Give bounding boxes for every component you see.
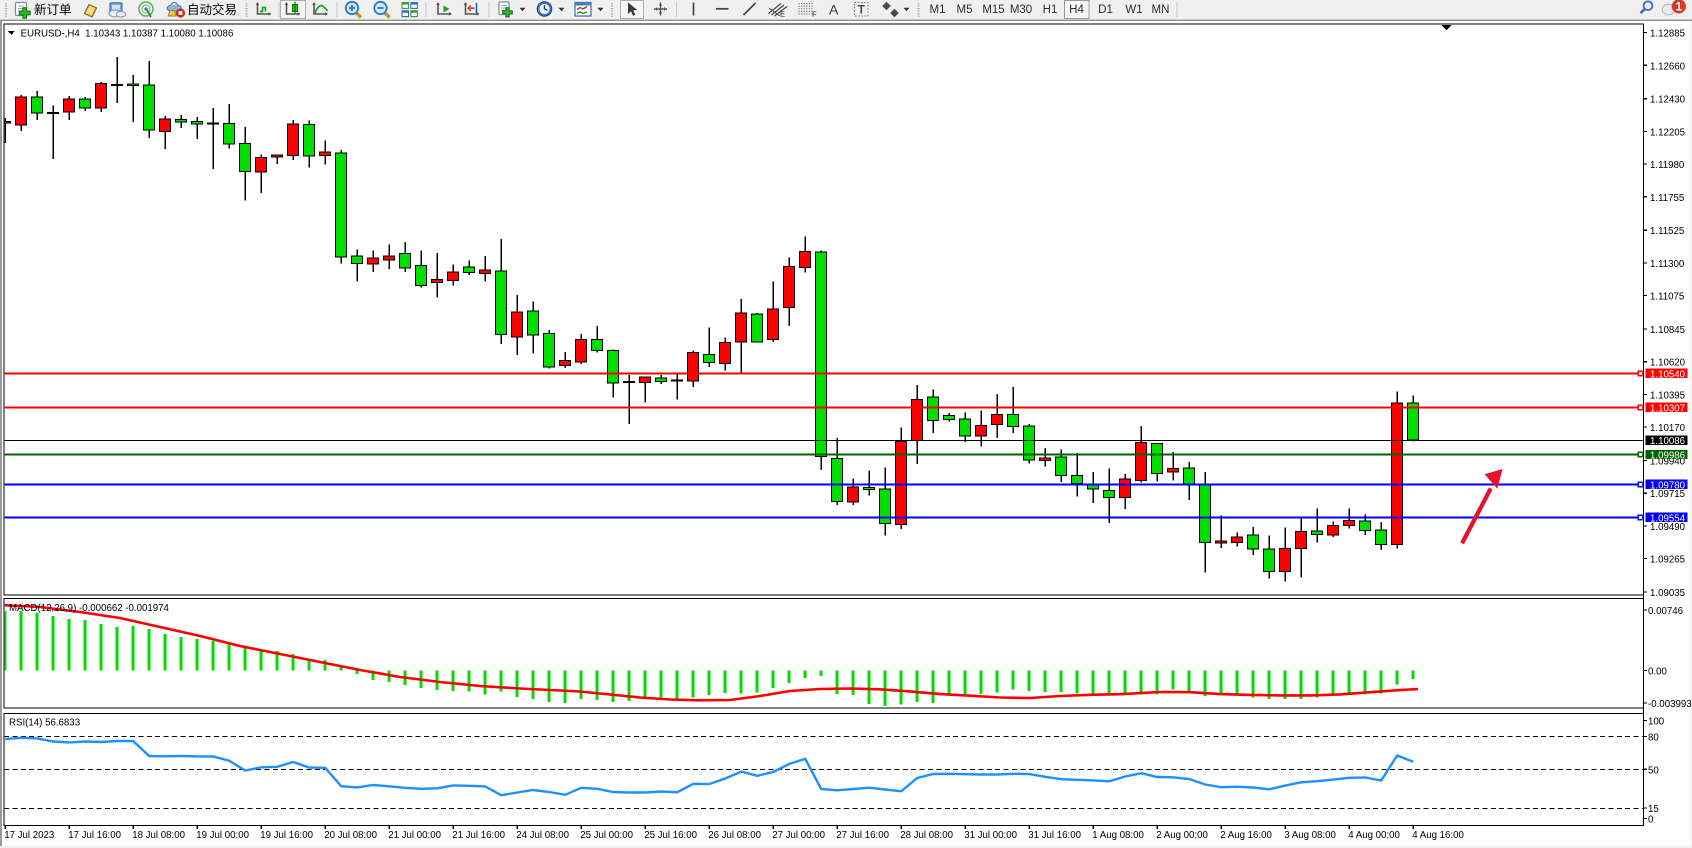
svg-text:MN: MN [1152,4,1170,16]
svg-text:1.12885: 1.12885 [1650,29,1685,40]
svg-text:1.11980: 1.11980 [1650,160,1685,171]
svg-text:H4: H4 [1069,4,1084,16]
svg-text:28 Jul 08:00: 28 Jul 08:00 [900,830,953,841]
svg-text:15: 15 [1648,804,1659,815]
svg-text:1.10395: 1.10395 [1650,390,1685,401]
svg-text:1.12430: 1.12430 [1650,95,1686,106]
svg-text:25 Jul 16:00: 25 Jul 16:00 [644,830,697,841]
svg-text:20 Jul 08:00: 20 Jul 08:00 [324,830,377,841]
svg-text:F: F [812,10,817,19]
svg-text:1 Aug 08:00: 1 Aug 08:00 [1092,830,1144,841]
svg-text:1.11525: 1.11525 [1650,226,1684,237]
svg-text:M15: M15 [982,4,1004,16]
svg-text:1.11300: 1.11300 [1650,259,1685,270]
svg-text:17 Jul 16:00: 17 Jul 16:00 [68,830,121,841]
svg-text:1.09265: 1.09265 [1650,555,1685,566]
svg-text:1.10170: 1.10170 [1650,423,1686,434]
svg-text:1.12660: 1.12660 [1650,61,1686,72]
svg-text:80: 80 [1648,732,1659,743]
svg-text:19 Jul 16:00: 19 Jul 16:00 [260,830,313,841]
svg-text:EURUSD-,H4 1.10343 1.10387 1.: EURUSD-,H4 1.10343 1.10387 1.10080 1.100… [21,28,234,39]
svg-text:18 Jul 08:00: 18 Jul 08:00 [132,830,185,841]
svg-text:4 Aug 00:00: 4 Aug 00:00 [1348,830,1400,841]
svg-text:1.09035: 1.09035 [1650,588,1685,599]
svg-text:RSI(14) 56.6833: RSI(14) 56.6833 [9,718,80,729]
svg-text:100: 100 [1648,717,1665,728]
svg-text:1.10307: 1.10307 [1650,403,1685,414]
svg-text:21 Jul 16:00: 21 Jul 16:00 [452,830,505,841]
svg-text:M5: M5 [957,4,973,16]
svg-text:新订单: 新订单 [34,2,72,17]
svg-text:1.09715: 1.09715 [1650,489,1685,500]
svg-text:0: 0 [1648,815,1654,826]
svg-text:25 Jul 00:00: 25 Jul 00:00 [580,830,633,841]
svg-text:1.09554: 1.09554 [1650,513,1686,524]
svg-text:2 Aug 16:00: 2 Aug 16:00 [1220,830,1272,841]
svg-text:1.10620: 1.10620 [1650,358,1686,369]
svg-text:4 Aug 16:00: 4 Aug 16:00 [1412,830,1464,841]
svg-text:50: 50 [1648,765,1659,776]
svg-text:27 Jul 16:00: 27 Jul 16:00 [836,830,889,841]
svg-text:1.10086: 1.10086 [1650,436,1685,447]
svg-text:1.09490: 1.09490 [1650,522,1686,533]
svg-text:0.00746: 0.00746 [1648,606,1683,617]
svg-text:A: A [829,2,839,18]
svg-text:M1: M1 [930,4,946,16]
svg-text:MACD(12,26,9) -0.000662 -0.001: MACD(12,26,9) -0.000662 -0.001974 [9,603,170,614]
svg-text:19 Jul 00:00: 19 Jul 00:00 [196,830,249,841]
svg-text:1.11075: 1.11075 [1650,292,1684,303]
svg-text:W1: W1 [1125,4,1142,16]
svg-text:1.10845: 1.10845 [1650,325,1685,336]
svg-text:3 Aug 08:00: 3 Aug 08:00 [1284,830,1336,841]
svg-text:1.09986: 1.09986 [1650,451,1685,462]
svg-text:E: E [780,10,785,19]
svg-text:21 Jul 00:00: 21 Jul 00:00 [388,830,441,841]
svg-text:1.11755: 1.11755 [1650,193,1684,204]
svg-text:D1: D1 [1098,4,1113,16]
svg-text:31 Jul 16:00: 31 Jul 16:00 [1028,830,1081,841]
svg-text:0.00: 0.00 [1648,667,1667,678]
svg-text:1: 1 [1675,0,1682,14]
svg-text:27 Jul 00:00: 27 Jul 00:00 [772,830,825,841]
svg-text:2 Aug 00:00: 2 Aug 00:00 [1156,830,1208,841]
svg-text:-0.003993: -0.003993 [1648,699,1692,710]
svg-text:1.10540: 1.10540 [1650,369,1686,380]
svg-text:31 Jul 00:00: 31 Jul 00:00 [964,830,1017,841]
svg-text:26 Jul 08:00: 26 Jul 08:00 [708,830,761,841]
svg-text:H1: H1 [1043,4,1058,16]
svg-text:24 Jul 08:00: 24 Jul 08:00 [516,830,569,841]
svg-text:17 Jul 2023: 17 Jul 2023 [4,830,54,841]
svg-text:T: T [858,5,865,17]
svg-text:1.12205: 1.12205 [1650,127,1685,138]
svg-text:1.09780: 1.09780 [1650,480,1686,491]
svg-text:自动交易: 自动交易 [187,2,237,17]
svg-text:M30: M30 [1010,4,1032,16]
svg-text:1.09940: 1.09940 [1650,457,1686,468]
